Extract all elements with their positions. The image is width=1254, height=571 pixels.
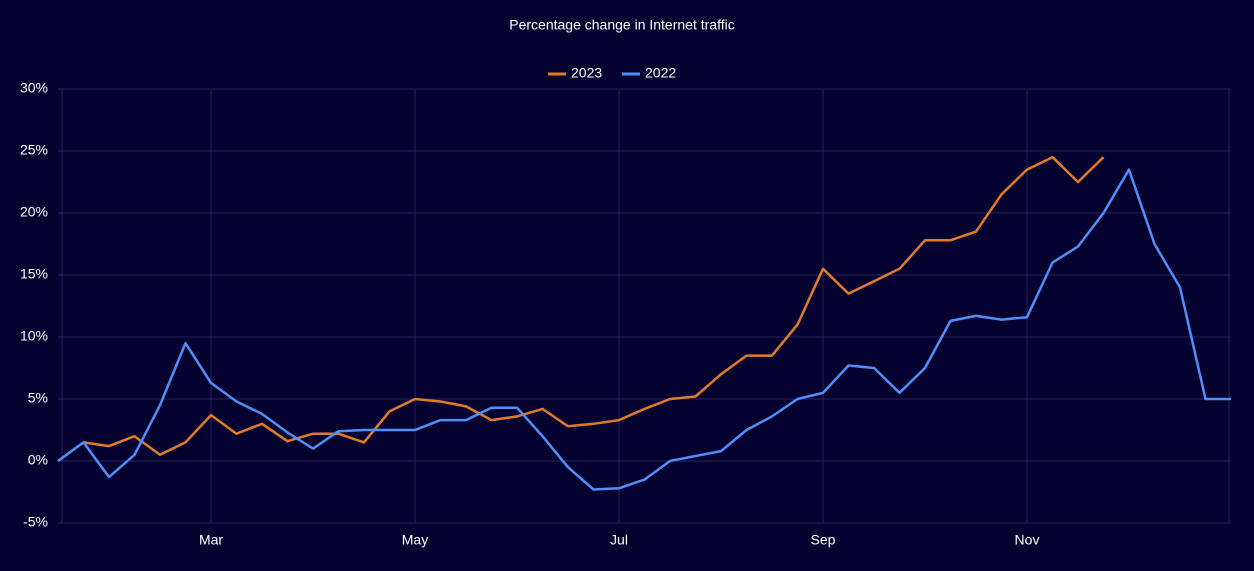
x-tick-label: Nov (1015, 532, 1040, 548)
line-series (57, 168, 1231, 491)
chart-title: Percentage change in Internet traffic (509, 17, 734, 33)
y-tick-label: 0% (28, 452, 48, 468)
y-tick-label: 30% (20, 80, 48, 96)
x-tick-label: Mar (199, 532, 223, 548)
y-tick-label: 20% (20, 204, 48, 220)
x-tick-label: Sep (811, 532, 836, 548)
y-tick-label: 10% (20, 328, 48, 344)
y-tick-label: 5% (28, 390, 48, 406)
y-tick-label: 15% (20, 266, 48, 282)
legend-label[interactable]: 2023 (571, 65, 602, 81)
y-tick-label: 25% (20, 142, 48, 158)
legend-label[interactable]: 2022 (645, 65, 676, 81)
y-tick-label: -5% (23, 514, 48, 530)
line-series (57, 155, 1105, 463)
x-tick-label: Jul (610, 532, 628, 548)
x-tick-label: May (402, 532, 428, 548)
